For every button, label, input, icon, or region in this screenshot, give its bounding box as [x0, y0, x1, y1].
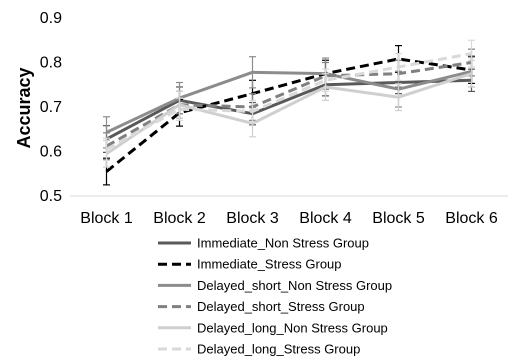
y-tick-label: 0.6: [40, 144, 62, 161]
x-tick-label: Block 5: [372, 210, 425, 227]
series-line: [105, 57, 472, 173]
series-group: [103, 59, 475, 168]
series-group: [103, 39, 475, 161]
y-tick-label: 0.8: [40, 55, 62, 72]
legend-label: Delayed_short_Non Stress Group: [197, 278, 392, 293]
series-line: [105, 61, 472, 148]
series-group: [103, 68, 475, 153]
series-line: [105, 69, 472, 134]
y-tick-label: 0.9: [40, 10, 62, 27]
series-line: [105, 52, 472, 151]
legend-label: Delayed_short_Stress Group: [197, 299, 365, 314]
series-line: [105, 72, 472, 155]
x-tick-label: Block 3: [226, 210, 279, 227]
legend-label: Immediate_Non Stress Group: [197, 236, 369, 251]
y-tick-label: 0.5: [40, 188, 62, 205]
legend-label: Immediate_Stress Group: [197, 257, 342, 272]
series-line: [105, 78, 472, 141]
x-tick-label: Block 2: [153, 210, 206, 227]
x-tick-label: Block 6: [445, 210, 498, 227]
y-axis-label: Accuracy: [14, 67, 34, 148]
legend-label: Delayed_long_Stress Group: [197, 342, 360, 356]
x-tick-label: Block 4: [299, 210, 352, 227]
y-tick-label: 0.7: [40, 99, 62, 116]
x-tick-label: Block 1: [80, 210, 133, 227]
legend-label: Delayed_long_Non Stress Group: [197, 320, 388, 335]
